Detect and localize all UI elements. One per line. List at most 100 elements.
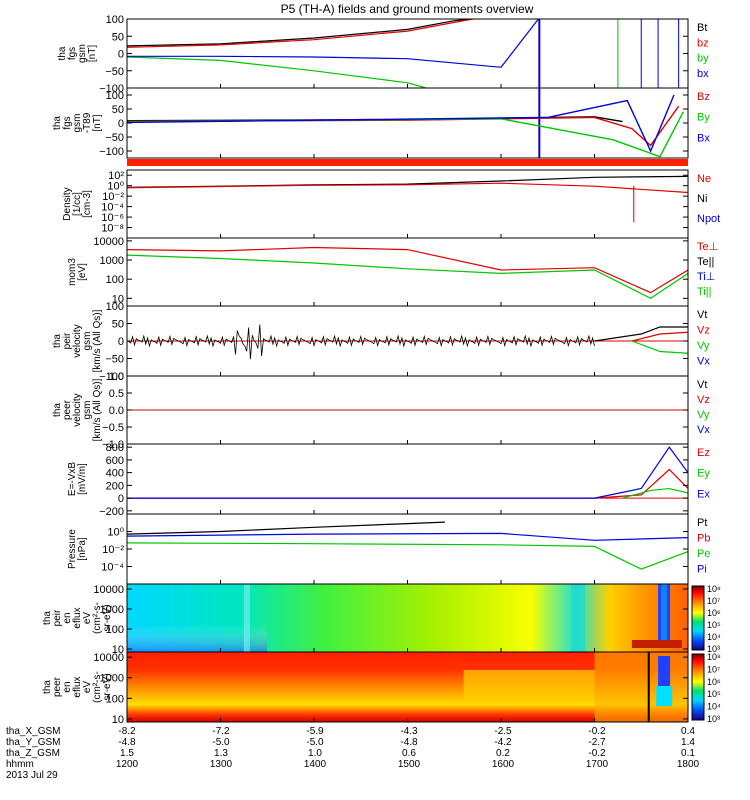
y-tick-label: −0.5 xyxy=(102,422,124,434)
panel-frame xyxy=(126,513,689,585)
ephemeris-value: -4.2 xyxy=(494,737,512,748)
colorbar-label: 10⁸ xyxy=(707,652,721,662)
plot-area-fgs_t89 xyxy=(127,88,684,158)
legend-Ni: Ni xyxy=(697,193,707,205)
y-axis-label: gsm xyxy=(72,114,83,133)
y-tick-label: −50 xyxy=(105,132,124,144)
y-axis-label: tha xyxy=(42,680,53,694)
y-tick-label: 50 xyxy=(112,31,124,43)
y-axis-label: (cm²-s- xyxy=(92,602,103,634)
panel-peer_vel: 1.0 0.5 0.0 −0.5 −1.0 tha peer velocity gsm [km/s… xyxy=(52,371,710,451)
y-axis-label: peer xyxy=(62,399,73,420)
plot-area-fgs xyxy=(127,19,680,88)
legend-Bx: Bx xyxy=(697,132,710,144)
legend-bz: bz xyxy=(697,37,709,49)
colorbar xyxy=(691,585,705,651)
y-tick-label: 100 xyxy=(106,14,124,26)
legend-Vt: Vt xyxy=(697,309,707,321)
panel-peir_spec: 10000 1000 100 10 tha peir en eflux eV (cm²-s-sr-… xyxy=(42,583,721,656)
series-Ne xyxy=(127,182,688,194)
y-axis-label: gsm xyxy=(82,332,93,351)
colorbar-label: 10³ xyxy=(707,644,720,654)
y-tick-label: 10⁻² xyxy=(102,544,124,556)
y-axis-label: tha xyxy=(52,116,63,130)
ephemeris-table: tha_X_GSM -8.2 -7.2 -5.9 -4.3 -2.5 -0.2 0.4 tha_… xyxy=(6,726,700,781)
ephemeris-value: 1800 xyxy=(677,759,700,770)
ephemeris-value: -5.9 xyxy=(306,726,324,737)
y-axis-label: eflux xyxy=(72,607,83,628)
plot-area-peer_spec xyxy=(127,652,688,722)
ephemeris-value: -5.0 xyxy=(306,737,324,748)
legend-Ex: Ex xyxy=(697,488,710,500)
y-tick-label: 10² xyxy=(108,170,124,182)
y-axis-label: peir xyxy=(62,332,73,349)
y-tick-label: 600 xyxy=(106,455,124,467)
y-tick-label: 10⁻⁶ xyxy=(101,212,124,224)
separator-band xyxy=(127,159,688,166)
colorbar-label: 10⁴ xyxy=(707,702,721,712)
y-tick-label: 10000 xyxy=(93,236,124,248)
series-bx xyxy=(127,19,539,68)
spectrogram-dropout-edge xyxy=(656,686,673,706)
plot-area-temp xyxy=(127,246,688,299)
y-tick-label: 10⁻⁴ xyxy=(101,562,124,574)
y-axis-label: [1/cc] xyxy=(72,192,83,216)
ephemeris-value: 0.4 xyxy=(681,726,695,737)
ephemeris-value: -2.7 xyxy=(588,737,606,748)
panel-peer_spec: 10000 1000 100 10 tha peer en eflux eV (cm²-s-sr-… xyxy=(42,651,721,726)
series-bz xyxy=(127,19,474,48)
y-tick-label: 1000 xyxy=(100,255,124,267)
colorbar xyxy=(691,653,705,721)
y-axis-label: -T89 xyxy=(82,112,93,133)
panel-fgs_t89: 100 50 0 −50 −100 tha fgs gsm -T89 [nT] Bz By Bx xyxy=(52,87,710,159)
legend-Ey: Ey xyxy=(697,468,710,480)
y-axis-label: tha xyxy=(52,334,63,348)
ephemeris-label: tha_Z_GSM xyxy=(6,748,60,759)
colorbar-label: 10⁵ xyxy=(707,689,721,699)
y-axis-label: E=-VxB xyxy=(67,462,78,497)
colorbar-label: 10⁶ xyxy=(707,677,721,687)
spectrogram-band xyxy=(631,640,682,648)
y-tick-label: 0.0 xyxy=(109,405,124,417)
y-axis-label: fgs xyxy=(62,116,73,129)
colorbar-label: 10⁵ xyxy=(707,620,721,630)
y-axis-label: velocity xyxy=(72,324,83,357)
ephemeris-value: 1200 xyxy=(116,759,139,770)
y-tick-label: 50 xyxy=(112,319,124,331)
colorbar-label: 10³ xyxy=(707,714,720,724)
y-axis-label: Density xyxy=(62,187,73,220)
spectrogram-region xyxy=(463,670,595,700)
y-axis-label: (cm²-s- xyxy=(92,671,103,703)
legend-Ez: Ez xyxy=(697,447,710,459)
ephemeris-value: 1.3 xyxy=(214,748,228,759)
legend-Pt: Pt xyxy=(697,517,707,529)
y-axis-label: [nT] xyxy=(92,114,103,131)
panel-pressure: 10⁰ 10⁻² 10⁻⁴ Pressure [nPa] Pt Pb Pe Pi xyxy=(67,513,710,585)
y-axis-label: [mV/m] xyxy=(77,463,88,495)
legend-Ti||: Ti|| xyxy=(697,286,711,298)
ephemeris-label: tha_X_GSM xyxy=(6,726,60,737)
y-tick-label: 50 xyxy=(112,104,124,116)
series-Ni xyxy=(127,175,688,188)
legend-Vz: Vz xyxy=(697,394,710,406)
y-tick-label: −100 xyxy=(99,83,124,95)
y-axis-label: tha xyxy=(42,611,53,625)
y-axis-label: gsm xyxy=(77,44,88,63)
y-axis-label: en xyxy=(62,681,73,692)
ephemeris-value: 1.0 xyxy=(308,748,322,759)
ephemeris-label: hhmm xyxy=(6,759,34,770)
ephemeris-value: -4.8 xyxy=(400,737,418,748)
legend-Npot: Npot xyxy=(697,213,720,225)
y-tick-label: 1000 xyxy=(100,604,124,616)
y-tick-label: 1000 xyxy=(100,673,124,685)
plot-area-efield xyxy=(127,446,688,499)
y-tick-label: 10 xyxy=(112,293,124,305)
legend-Ti⊥: Ti⊥ xyxy=(697,271,715,283)
series-Vy xyxy=(631,340,688,354)
ephemeris-value: 1.5 xyxy=(120,748,134,759)
colorbar-label: 10⁸ xyxy=(707,584,721,594)
legend-Vz: Vz xyxy=(697,325,710,337)
y-axis-label: tha xyxy=(52,403,63,417)
